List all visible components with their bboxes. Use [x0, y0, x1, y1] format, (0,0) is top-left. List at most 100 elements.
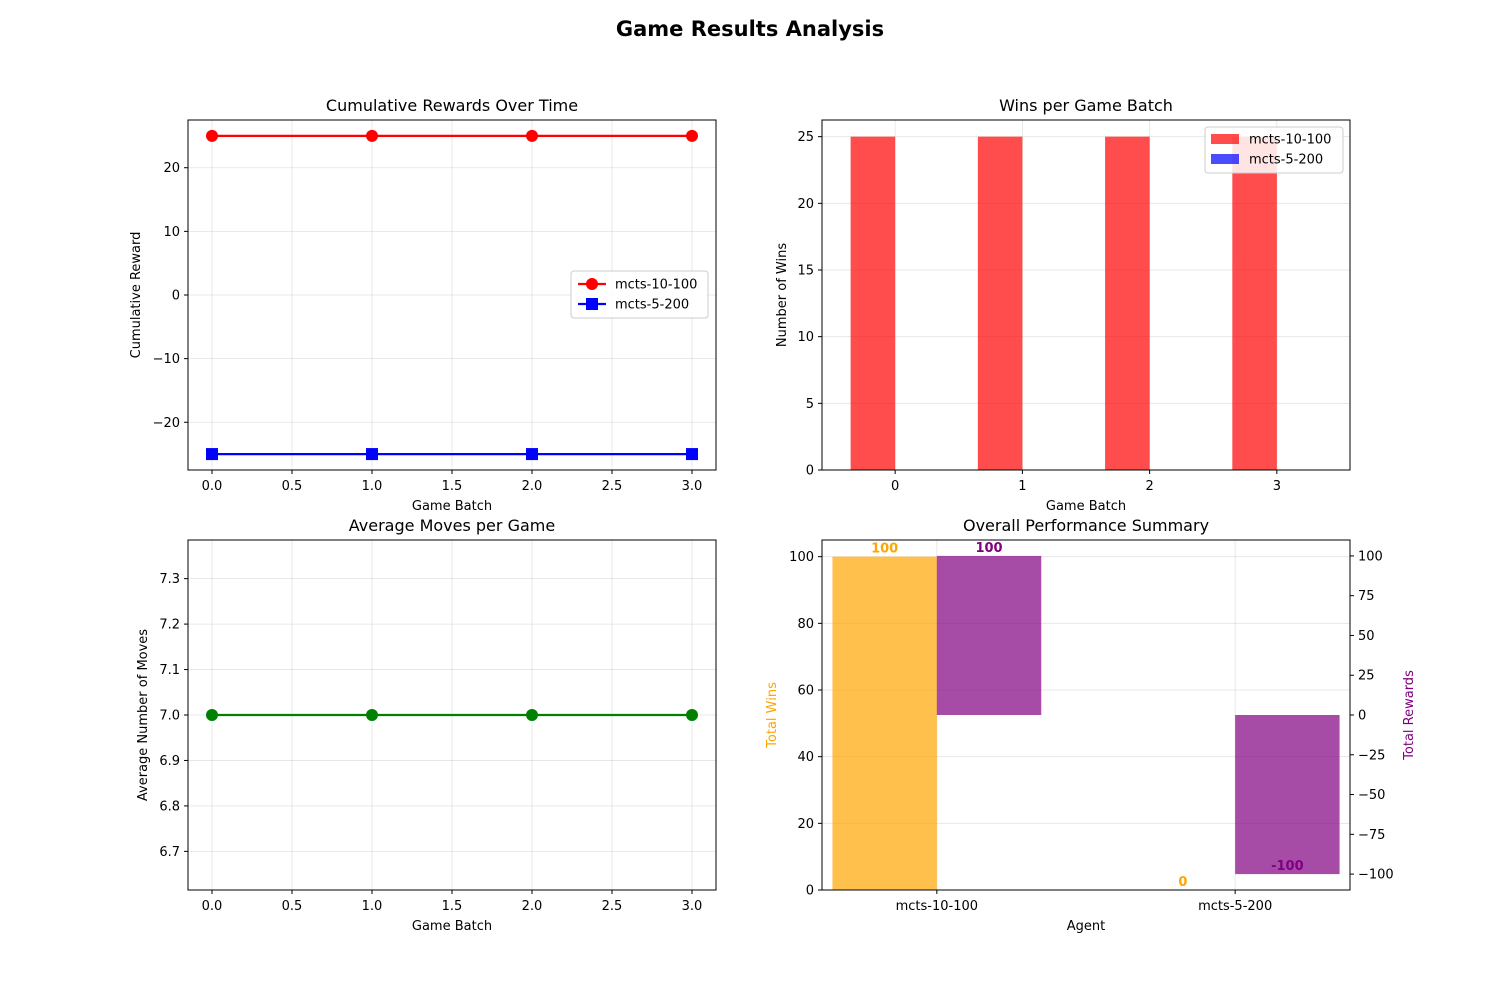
- x-tick-label: mcts-10-100: [896, 899, 978, 914]
- y-axis-label: Cumulative Reward: [129, 232, 144, 359]
- data-point: [206, 448, 218, 461]
- y-tick-label: 20: [797, 817, 814, 832]
- x-tick-label: 0.5: [282, 899, 303, 914]
- data-point: [526, 448, 538, 461]
- data-point: [366, 709, 378, 721]
- x-tick-label: 2.5: [602, 899, 623, 914]
- legend-box: [1204, 126, 1344, 174]
- x-tick-label: 0.0: [202, 899, 223, 914]
- x-tick-label: 0.5: [282, 479, 303, 494]
- y-tick-label: 7.3: [159, 572, 180, 587]
- wins-value-label: 100: [871, 542, 898, 557]
- legend-label: mcts-5-200: [615, 298, 689, 313]
- y-tick-label: 20: [797, 197, 814, 212]
- chart-title: Average Moves per Game: [349, 516, 555, 535]
- y-tick-label: 7.0: [159, 709, 180, 724]
- y-tick-label: 0: [806, 884, 814, 899]
- rewards-value-label: -100: [1271, 859, 1304, 874]
- y-tick-label: 10: [163, 225, 180, 240]
- x-axis-label: Game Batch: [1046, 499, 1126, 514]
- y-tick-label: 100: [789, 550, 814, 565]
- y-tick-label: 20: [163, 161, 180, 176]
- performance-summary-chart: 100 0 100 -100 mcts-10-100 mcts-5-200 0 20 40 60 8…: [765, 516, 1417, 934]
- chart-title: Wins per Game Batch: [999, 96, 1173, 115]
- bar-mcts-10-100: [850, 136, 896, 470]
- y-tick-label-right: 100: [1358, 549, 1383, 564]
- legend-marker: [586, 278, 598, 290]
- average-moves-chart: 0.0 0.5 1.0 1.5 2.0 2.5 3.0 6.7 6.8 6.9 7.0 7.1 7.2 7…: [136, 516, 717, 934]
- x-tick-label: 3.0: [682, 479, 703, 494]
- y-tick-label: 10: [797, 330, 814, 345]
- bar-mcts-10-100: [1232, 136, 1277, 470]
- rewards-bar: [936, 555, 1042, 715]
- y-tick-label-right: 50: [1358, 629, 1375, 644]
- y-tick-label: 0: [806, 464, 814, 479]
- y-tick-label: 5: [806, 397, 814, 412]
- x-tick-label: 3.0: [682, 899, 703, 914]
- plot-frame: [821, 119, 1351, 471]
- y-tick-label: 0: [172, 289, 180, 304]
- y-axis-label: Average Number of Moves: [136, 629, 151, 801]
- wins-per-batch-chart: 0 1 2 3 0 5 10 15 20 25 Wins per Game Batch Game Ba…: [775, 96, 1351, 514]
- x-tick-label: 0: [891, 479, 899, 494]
- y-tick-label: −10: [153, 352, 180, 367]
- x-tick-label: 2: [1145, 479, 1153, 494]
- y-tick-label-right: 75: [1358, 589, 1375, 604]
- y-tick-label: 7.1: [159, 663, 180, 678]
- legend-label: mcts-10-100: [1249, 133, 1331, 148]
- x-tick-label: 3: [1273, 479, 1281, 494]
- x-tick-label: 2.5: [602, 479, 623, 494]
- bar-mcts-10-100: [977, 136, 1023, 470]
- y-tick-label-right: 0: [1358, 709, 1366, 724]
- figure-title: Game Results Analysis: [616, 17, 884, 41]
- data-point: [206, 129, 218, 142]
- y-tick-label: −20: [153, 416, 180, 431]
- data-point: [686, 448, 698, 461]
- wins-value-label: 0: [1178, 875, 1187, 890]
- x-tick-label: 1.5: [442, 899, 463, 914]
- chart-title: Cumulative Rewards Over Time: [326, 96, 578, 115]
- x-tick-label: 1.5: [442, 479, 463, 494]
- y-tick-label: 7.2: [159, 618, 180, 633]
- bar-mcts-10-100: [1105, 136, 1150, 470]
- y-tick-label: 6.7: [159, 845, 180, 860]
- x-tick-label: 1.0: [362, 899, 383, 914]
- x-axis-label: Agent: [1067, 919, 1105, 934]
- y-tick-label: 60: [797, 684, 814, 699]
- legend-label: mcts-5-200: [1249, 153, 1323, 168]
- y-tick-label: 80: [797, 617, 814, 632]
- x-tick-label: 2.0: [522, 479, 543, 494]
- chart-title: Overall Performance Summary: [963, 516, 1209, 535]
- x-tick-label: 1.0: [362, 479, 383, 494]
- data-point: [366, 448, 378, 461]
- y-tick-label: 6.9: [159, 754, 180, 769]
- x-tick-label: 2.0: [522, 899, 543, 914]
- y-tick-label-right: −50: [1358, 788, 1385, 803]
- x-axis-label: Game Batch: [412, 919, 492, 934]
- x-tick-label: 0.0: [202, 479, 223, 494]
- data-point: [206, 709, 218, 721]
- x-tick-label: mcts-5-200: [1198, 899, 1272, 914]
- y-tick-label-right: −75: [1358, 828, 1385, 843]
- right-axis-label: Total Rewards: [1402, 670, 1417, 761]
- legend-swatch: [1211, 154, 1239, 164]
- legend-marker: [586, 298, 598, 310]
- rewards-bar: [1235, 715, 1340, 875]
- y-tick-label: 15: [797, 264, 814, 279]
- left-axis-label: Total Wins: [765, 682, 780, 749]
- data-point: [686, 129, 698, 142]
- legend-box: [570, 270, 709, 319]
- data-point: [366, 129, 378, 142]
- x-axis-label: Game Batch: [412, 499, 492, 514]
- data-point: [526, 709, 538, 721]
- data-point: [526, 129, 538, 142]
- wins-bar: [832, 556, 937, 890]
- rewards-value-label: 100: [975, 541, 1002, 556]
- y-axis-label: Number of Wins: [775, 243, 790, 347]
- y-tick-label: 6.8: [159, 799, 180, 814]
- y-tick-label-right: −25: [1358, 748, 1385, 763]
- y-tick-label: 25: [797, 130, 814, 145]
- x-tick-label: 1: [1018, 479, 1026, 494]
- legend-label: mcts-10-100: [615, 278, 697, 293]
